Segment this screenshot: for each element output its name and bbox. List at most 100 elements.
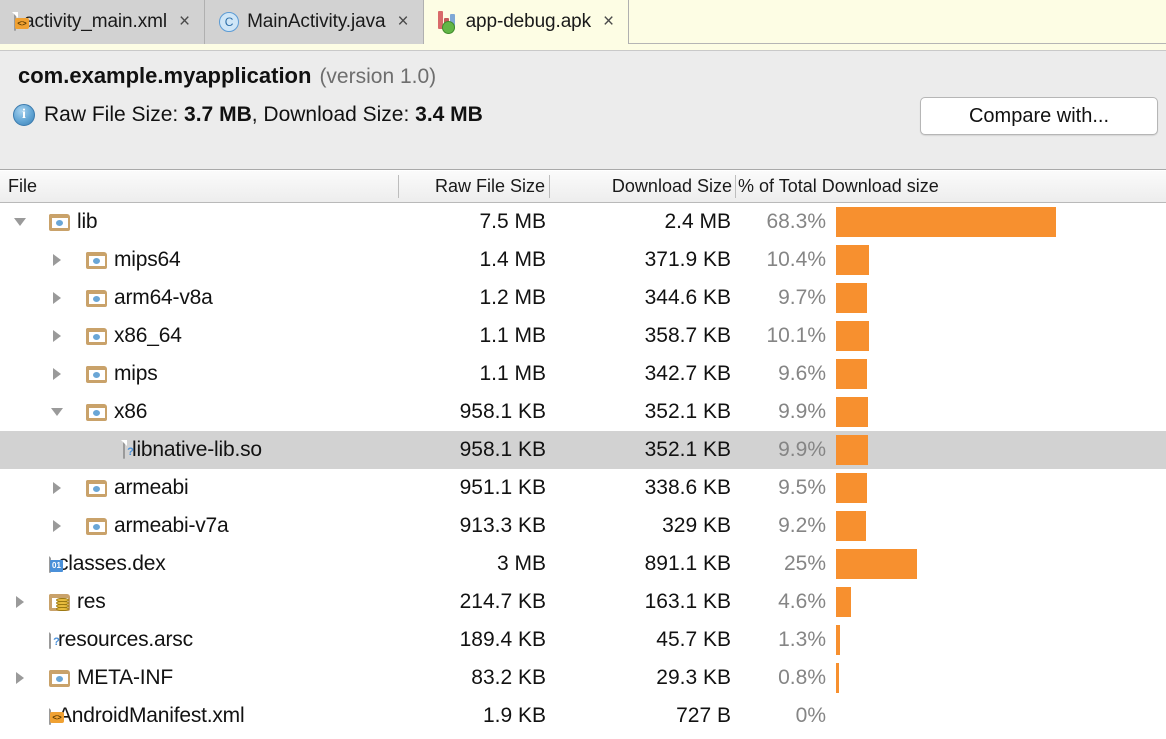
editor-tab-bar: <> activity_main.xml × C MainActivity.ja… bbox=[0, 0, 1166, 44]
file-name-cell[interactable]: ? libnative-lib.so bbox=[86, 431, 262, 469]
percent-bar bbox=[836, 397, 868, 427]
file-name-cell[interactable]: armeabi bbox=[49, 469, 189, 507]
file-name-cell[interactable]: x86_64 bbox=[49, 317, 182, 355]
file-name-label: arm64-v8a bbox=[114, 286, 213, 309]
table-row[interactable]: ? libnative-lib.so 958.1 KB 352.1 KB 9.9% bbox=[0, 431, 1166, 469]
file-name-cell[interactable]: mips bbox=[49, 355, 158, 393]
table-row[interactable]: res 214.7 KB 163.1 KB 4.6% bbox=[0, 583, 1166, 621]
tab-label: activity_main.xml bbox=[24, 11, 167, 32]
close-icon[interactable]: × bbox=[397, 10, 409, 32]
download-size-cell: 352.1 KB bbox=[644, 438, 731, 461]
chevron-down-icon[interactable] bbox=[49, 393, 64, 431]
table-row[interactable]: armeabi 951.1 KB 338.6 KB 9.5% bbox=[0, 469, 1166, 507]
raw-file-size-cell: 958.1 KB bbox=[459, 400, 546, 423]
file-name-cell[interactable]: armeabi-v7a bbox=[49, 507, 229, 545]
file-name-cell[interactable]: x86 bbox=[49, 393, 147, 431]
table-row[interactable]: arm64-v8a 1.2 MB 344.6 KB 9.7% bbox=[0, 279, 1166, 317]
folder-icon bbox=[86, 403, 107, 421]
close-icon[interactable]: × bbox=[178, 10, 191, 32]
percent-of-total-cell: 10.1% bbox=[766, 324, 826, 347]
apk-contents-tree[interactable]: lib 7.5 MB 2.4 MB 68.3% mips64 1.4 MB 371.9 KB… bbox=[0, 203, 1166, 739]
file-name-cell[interactable]: lib bbox=[12, 203, 98, 241]
raw-file-size-cell: 1.9 KB bbox=[482, 704, 546, 727]
dex-file-icon: 01 bbox=[49, 554, 63, 573]
file-name-label: libnative-lib.so bbox=[132, 438, 262, 461]
file-name-cell[interactable]: arm64-v8a bbox=[49, 279, 213, 317]
chevron-right-icon[interactable] bbox=[49, 507, 64, 545]
file-name-cell[interactable]: res bbox=[12, 583, 106, 621]
percent-bar bbox=[836, 435, 868, 465]
raw-file-size-cell: 1.1 MB bbox=[479, 362, 546, 385]
chevron-right-icon[interactable] bbox=[49, 279, 64, 317]
folder-icon bbox=[49, 213, 70, 231]
chevron-right-icon[interactable] bbox=[49, 355, 64, 393]
percent-bar bbox=[836, 549, 917, 579]
chevron-down-icon[interactable] bbox=[12, 203, 27, 241]
chevron-right-icon[interactable] bbox=[12, 583, 27, 621]
raw-file-size-cell: 913.3 KB bbox=[459, 514, 546, 537]
column-header-file[interactable]: File bbox=[8, 176, 38, 196]
file-name-label: armeabi-v7a bbox=[114, 514, 229, 537]
table-row[interactable]: mips 1.1 MB 342.7 KB 9.6% bbox=[0, 355, 1166, 393]
file-name-cell[interactable]: mips64 bbox=[49, 241, 181, 279]
table-row[interactable]: ? resources.arsc 189.4 KB 45.7 KB 1.3% bbox=[0, 621, 1166, 659]
file-name-label: mips bbox=[114, 362, 158, 385]
column-header-download-size[interactable]: Download Size bbox=[611, 176, 732, 196]
percent-of-total-cell: 9.9% bbox=[778, 438, 826, 461]
table-row[interactable]: lib 7.5 MB 2.4 MB 68.3% bbox=[0, 203, 1166, 241]
tree-indent-spacer bbox=[12, 697, 27, 735]
version-label: (version 1.0) bbox=[319, 65, 437, 88]
percent-of-total-cell: 9.5% bbox=[778, 476, 826, 499]
table-row[interactable]: x86_64 1.1 MB 358.7 KB 10.1% bbox=[0, 317, 1166, 355]
column-divider[interactable] bbox=[735, 175, 736, 198]
table-row[interactable]: mips64 1.4 MB 371.9 KB 10.4% bbox=[0, 241, 1166, 279]
apk-title-row: com.example.myapplication (version 1.0) bbox=[18, 63, 436, 89]
file-name-cell[interactable]: 01 classes.dex bbox=[12, 545, 166, 583]
percent-bar-cell bbox=[836, 659, 839, 697]
column-header-raw-file-size[interactable]: Raw File Size bbox=[434, 176, 545, 196]
file-name-cell[interactable]: ? resources.arsc bbox=[12, 621, 193, 659]
percent-of-total-cell: 68.3% bbox=[766, 210, 826, 233]
percent-bar bbox=[836, 207, 1056, 237]
percent-of-total-cell: 1.3% bbox=[778, 628, 826, 651]
table-row[interactable]: META-INF 83.2 KB 29.3 KB 0.8% bbox=[0, 659, 1166, 697]
download-size-value: 3.4 MB bbox=[415, 103, 483, 126]
close-icon[interactable]: × bbox=[603, 10, 615, 32]
download-size-cell: 727 B bbox=[676, 704, 731, 727]
tab-activity-main-xml[interactable]: <> activity_main.xml × bbox=[0, 0, 206, 44]
folder-icon bbox=[86, 517, 107, 535]
tree-indent-spacer bbox=[86, 431, 101, 469]
percent-bar-cell bbox=[836, 317, 869, 355]
file-name-cell[interactable]: META-INF bbox=[12, 659, 173, 697]
table-row[interactable]: armeabi-v7a 913.3 KB 329 KB 9.2% bbox=[0, 507, 1166, 545]
raw-file-size-cell: 1.1 MB bbox=[479, 324, 546, 347]
tab-label: app-debug.apk bbox=[465, 11, 592, 32]
column-divider[interactable] bbox=[549, 175, 550, 198]
column-divider[interactable] bbox=[398, 175, 399, 198]
table-row[interactable]: 01 classes.dex 3 MB 891.1 KB 25% bbox=[0, 545, 1166, 583]
file-name-label: AndroidManifest.xml bbox=[58, 704, 245, 727]
res-folder-icon bbox=[49, 593, 70, 611]
chevron-right-icon[interactable] bbox=[49, 469, 64, 507]
chevron-right-icon[interactable] bbox=[49, 241, 64, 279]
tab-mainactivity-java[interactable]: C MainActivity.java × bbox=[205, 0, 424, 44]
apk-file-icon bbox=[437, 11, 458, 34]
tab-app-debug-apk[interactable]: app-debug.apk × bbox=[423, 0, 630, 44]
column-header-pct-of-total[interactable]: % of Total Download size bbox=[738, 176, 939, 196]
unknown-file-icon: ? bbox=[49, 630, 60, 649]
folder-icon bbox=[86, 479, 107, 497]
file-name-cell[interactable]: <> AndroidManifest.xml bbox=[12, 697, 245, 735]
percent-bar-cell bbox=[836, 545, 917, 583]
table-row[interactable]: x86 958.1 KB 352.1 KB 9.9% bbox=[0, 393, 1166, 431]
raw-file-size-cell: 3 MB bbox=[496, 552, 546, 575]
compare-with-button[interactable]: Compare with... bbox=[920, 97, 1158, 135]
xml-file-icon: <> bbox=[14, 12, 29, 31]
download-size-cell: 891.1 KB bbox=[644, 552, 731, 575]
percent-bar bbox=[836, 473, 867, 503]
percent-bar bbox=[836, 663, 839, 693]
chevron-right-icon[interactable] bbox=[49, 317, 64, 355]
download-size-cell: 163.1 KB bbox=[644, 590, 731, 613]
chevron-right-icon[interactable] bbox=[12, 659, 27, 697]
tree-indent-spacer bbox=[12, 545, 27, 583]
table-row[interactable]: <> AndroidManifest.xml 1.9 KB 727 B 0% bbox=[0, 697, 1166, 735]
